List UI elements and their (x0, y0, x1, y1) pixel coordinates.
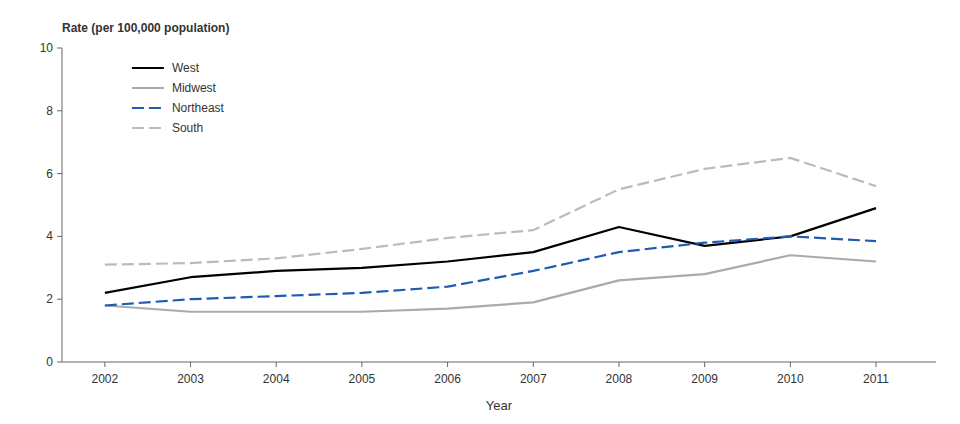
legend-label: Northeast (172, 101, 225, 115)
x-tick-label: 2007 (520, 372, 547, 386)
y-tick-label: 6 (46, 167, 53, 181)
series-line (105, 236, 876, 305)
legend-swatch (132, 87, 164, 89)
x-axis-label: Year (486, 398, 513, 413)
x-tick-label: 2004 (263, 372, 290, 386)
legend-swatch (132, 67, 164, 69)
x-tick-label: 2005 (349, 372, 376, 386)
x-tick (618, 362, 619, 367)
legend: West Midwest Northeast South (132, 61, 225, 135)
x-tick (533, 362, 534, 367)
y-tick-label: 4 (46, 229, 53, 243)
legend-swatch (132, 107, 164, 109)
y-tick (57, 236, 62, 237)
x-tick-label: 2002 (91, 372, 118, 386)
y-tick (57, 362, 62, 363)
legend-label: Midwest (172, 81, 217, 95)
series-line (105, 255, 876, 312)
series-line (105, 208, 876, 293)
y-tick (57, 173, 62, 174)
y-tick (57, 48, 62, 49)
x-tick-label: 2009 (691, 372, 718, 386)
chart-container: 2002200320042005200620072008200920102011… (0, 0, 960, 424)
x-axis-line (62, 362, 936, 363)
axes: 2002200320042005200620072008200920102011… (40, 41, 936, 386)
x-tick-label: 2006 (434, 372, 461, 386)
series-line (105, 158, 876, 265)
y-axis-label: Rate (per 100,000 population) (62, 21, 229, 35)
x-tick (104, 362, 105, 367)
legend-label: South (172, 121, 203, 135)
y-tick (57, 299, 62, 300)
x-tick (190, 362, 191, 367)
x-tick (704, 362, 705, 367)
y-tick (57, 110, 62, 111)
y-tick-label: 8 (46, 104, 53, 118)
x-tick (876, 362, 877, 367)
x-tick-label: 2008 (606, 372, 633, 386)
legend-label: West (172, 61, 200, 75)
y-axis-line (62, 48, 63, 362)
x-tick (361, 362, 362, 367)
series-lines (105, 158, 876, 312)
x-tick (276, 362, 277, 367)
y-tick-label: 0 (46, 355, 53, 369)
x-tick-label: 2011 (863, 372, 889, 386)
x-tick (790, 362, 791, 367)
legend-swatch (132, 127, 164, 129)
x-tick-label: 2010 (777, 372, 804, 386)
x-tick (447, 362, 448, 367)
chart-svg: 2002200320042005200620072008200920102011… (0, 0, 960, 424)
x-tick-label: 2003 (177, 372, 204, 386)
y-tick-label: 2 (46, 292, 53, 306)
y-tick-label: 10 (40, 41, 54, 55)
